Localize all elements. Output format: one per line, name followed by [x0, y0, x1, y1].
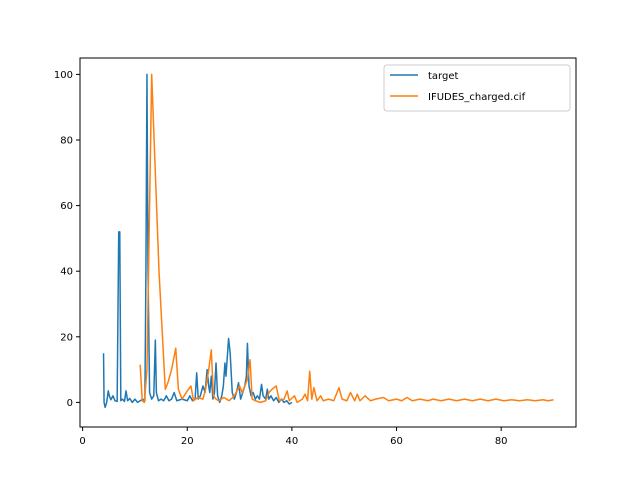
x-tick-label: 20 — [181, 436, 194, 447]
y-tick-label: 20 — [60, 332, 73, 343]
axes-frame — [79, 57, 577, 428]
legend-entries: target IFUDES_charged.cif — [390, 71, 526, 103]
series-line-1 — [139, 73, 554, 404]
legend-label: target — [428, 71, 458, 82]
plot-area — [79, 57, 577, 428]
x-tick-label: 0 — [79, 436, 85, 447]
y-tick-label: 80 — [60, 136, 73, 147]
legend: target IFUDES_charged.cif — [383, 64, 571, 112]
y-tick-label: 60 — [60, 201, 73, 212]
y-tick-label: 40 — [60, 267, 73, 278]
x-tick-label: 80 — [495, 436, 508, 447]
x-tick-label: 60 — [390, 436, 403, 447]
x-tick-label: 40 — [286, 436, 299, 447]
legend-box — [383, 64, 571, 112]
y-tick-label: 100 — [54, 70, 73, 81]
legend-label: IFUDES_charged.cif — [428, 92, 526, 103]
y-axis-ticks: 0 20 40 60 80 100 — [54, 70, 80, 409]
series-layer — [102, 73, 554, 409]
y-tick-label: 0 — [67, 398, 73, 409]
x-axis-ticks: 0 20 40 60 80 — [79, 427, 508, 447]
